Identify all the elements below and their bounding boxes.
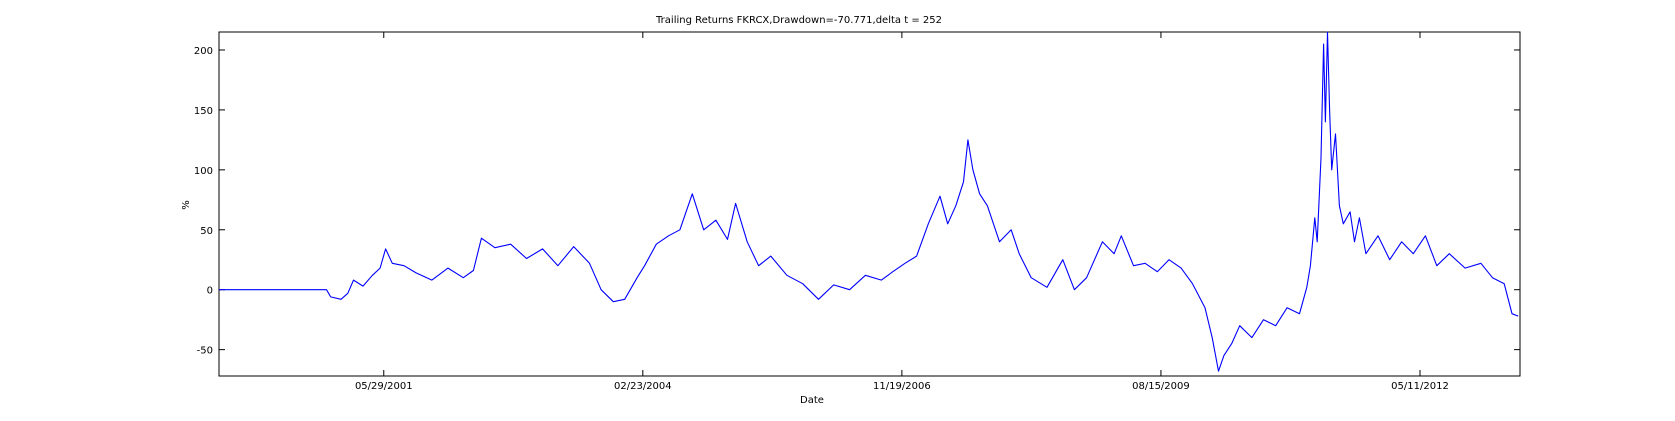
x-tick-label: 08/15/2009 xyxy=(1132,381,1190,392)
x-tick-label: 11/19/2006 xyxy=(873,381,931,392)
x-tick-label: 05/29/2001 xyxy=(355,381,413,392)
y-axis-label: % xyxy=(181,200,192,210)
chart-title: Trailing Returns FKRCX,Drawdown=-70.771,… xyxy=(655,15,942,26)
y-tick-label: 150 xyxy=(194,106,213,117)
y-tick-label: 100 xyxy=(194,166,213,177)
axes-box xyxy=(218,31,1521,377)
series-line xyxy=(219,31,1519,372)
y-tick-label: -50 xyxy=(197,346,213,357)
x-tick-label: 05/11/2012 xyxy=(1391,381,1449,392)
plot-area: -50 0 50 100 150 200 05/29/2001 02/23/2004 11/19… xyxy=(194,31,1521,392)
y-tick-label: 50 xyxy=(200,226,213,237)
x-tick-label: 02/23/2004 xyxy=(614,381,672,392)
y-tick-label: 200 xyxy=(194,46,213,57)
x-axis-label: Date xyxy=(800,395,824,406)
y-tick-label: 0 xyxy=(207,286,213,297)
